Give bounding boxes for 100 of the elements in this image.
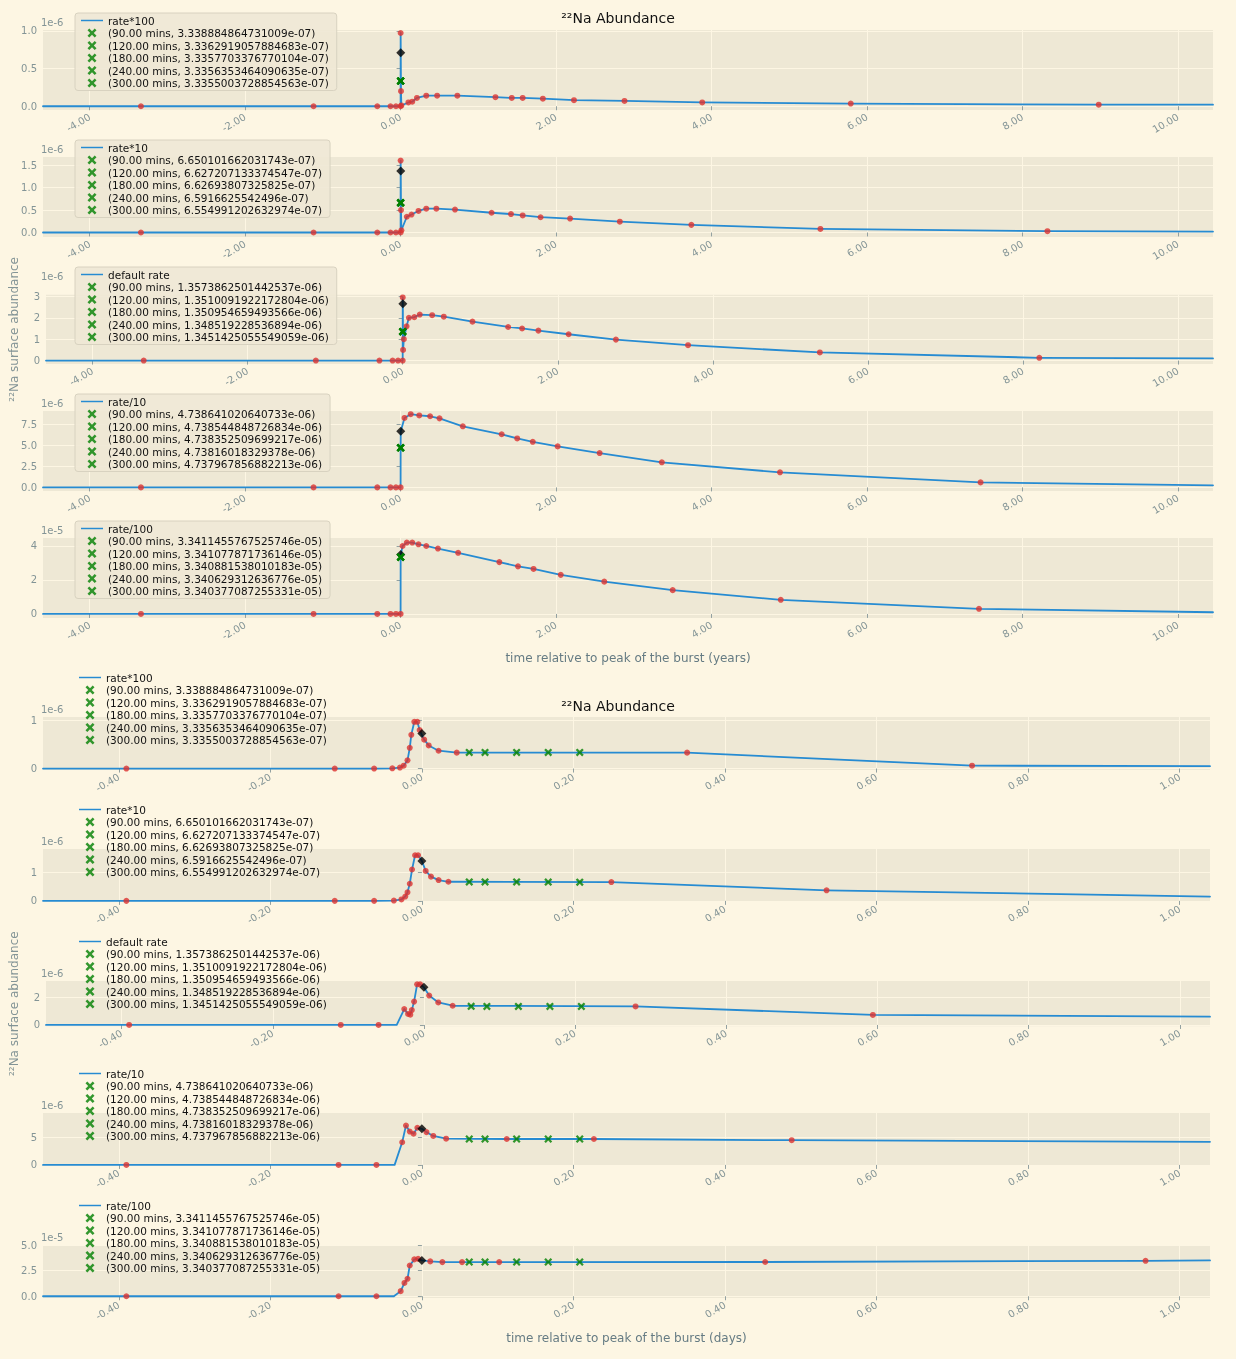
- x-tick-label: 8.00: [1000, 238, 1026, 259]
- x-tick-label: 0.00: [399, 903, 425, 924]
- x-tick-label: 0.00: [378, 111, 404, 132]
- x-tick-label: 6.00: [845, 619, 870, 640]
- legend-label: (180.00 mins, 4.738352509699217e-06): [106, 1105, 321, 1117]
- y-tick-label: 0: [33, 1019, 40, 1031]
- legend-label: (180.00 mins, 3.340881538010183e-05): [106, 1237, 321, 1249]
- legend-label: (240.00 mins, 1.348519228536894e-06): [106, 985, 321, 998]
- y-tick-label: 0: [33, 355, 40, 367]
- x-tick-label: 0.00: [378, 238, 404, 259]
- legend-label: (120.00 mins, 3.3362919057884683e-07): [108, 39, 329, 52]
- x-tick-label: 0.20: [551, 1167, 577, 1188]
- y-tick-label: 1.0: [21, 25, 37, 37]
- legend-label: (300.00 mins, 1.3451425055549059e-06): [106, 998, 327, 1010]
- x-tick-label: -2.00: [219, 111, 248, 134]
- x-tick-label: -4.00: [64, 492, 93, 515]
- x-tick-label: 0.00: [378, 619, 404, 640]
- legend-label: (120.00 mins, 6.627207133374547e-07): [106, 828, 321, 841]
- x-tick-label: 4.00: [689, 619, 715, 640]
- x-tick-label: 0.00: [378, 492, 404, 513]
- y-tick-label: 2: [33, 312, 40, 324]
- x-tick-label: 0.20: [551, 1299, 577, 1320]
- legend-label: (90.00 mins, 3.3411455767525746e-05): [108, 535, 323, 547]
- x-tick-label: 0.00: [401, 1027, 427, 1049]
- y-tick-label: 1.0: [21, 182, 37, 194]
- x-tick-label: 1.00: [1157, 1027, 1183, 1049]
- legend-label: (300.00 mins, 3.3355003728854563e-07): [108, 77, 329, 89]
- x-tick-label: -2.00: [219, 238, 248, 261]
- y-tick-label: 0.0: [21, 481, 37, 493]
- legend-label: (180.00 mins, 1.350954659493566e-06): [106, 973, 321, 985]
- x-axis-title: time relative to peak of the burst (days): [506, 1331, 747, 1345]
- legend-label: (240.00 mins, 6.5916625542496e-07): [108, 191, 309, 204]
- x-tick-label: 0.60: [855, 1027, 881, 1049]
- y-tick-label: 1: [30, 866, 37, 878]
- x-tick-label: 6.00: [845, 238, 870, 259]
- legend-label: (240.00 mins, 3.3356353464090635e-07): [106, 721, 327, 734]
- legend-label: (120.00 mins, 4.738544848726834e-06): [108, 420, 323, 433]
- x-tick-label: 2.00: [534, 492, 559, 513]
- x-tick-label: 0.00: [399, 1167, 425, 1188]
- x-tick-label: 1.00: [1157, 1167, 1183, 1188]
- legend-label: (240.00 mins, 1.348519228536894e-06): [108, 318, 323, 331]
- legend-label: (90.00 mins, 3.338884864731009e-07): [108, 27, 316, 39]
- legend-label: (120.00 mins, 1.3510091922172804e-06): [106, 960, 327, 973]
- chart-title: ²²Na Abundance: [561, 698, 675, 714]
- legend-label: (90.00 mins, 6.650101662031743e-07): [106, 816, 314, 828]
- legend-label: (180.00 mins, 3.340881538010183e-05): [108, 560, 323, 572]
- legend-label: rate*100: [106, 671, 153, 684]
- text: 1e-6: [41, 835, 64, 847]
- x-tick-label: -0.40: [93, 771, 122, 794]
- y-tick-label: 2.5: [21, 460, 37, 472]
- legend-label: (90.00 mins, 4.738641020640733e-06): [108, 408, 316, 420]
- legend-label: (90.00 mins, 4.738641020640733e-06): [106, 1080, 314, 1092]
- y-tick-label: 0.0: [21, 1290, 37, 1302]
- legend-label: default rate: [108, 268, 170, 281]
- x-tick-label: -4.00: [64, 238, 93, 261]
- text: 1e-5: [41, 1231, 64, 1243]
- legend-label: (120.00 mins, 6.627207133374547e-07): [108, 166, 323, 179]
- y-tick-label: 1.5: [21, 159, 37, 171]
- x-tick-label: -2.00: [219, 619, 248, 642]
- x-tick-label: 1.00: [1157, 771, 1183, 792]
- y-tick-label: 0: [30, 763, 37, 775]
- x-tick-label: 0.00: [399, 1299, 425, 1320]
- y-tick-label: 0: [30, 895, 37, 907]
- x-tick-label: -0.20: [245, 1299, 274, 1322]
- x-tick-label: -4.00: [67, 365, 96, 388]
- legend-label: (300.00 mins, 1.3451425055549059e-06): [108, 331, 329, 343]
- x-tick-label: -0.20: [245, 771, 274, 794]
- legend-label: (90.00 mins, 3.3411455767525746e-05): [106, 1212, 321, 1224]
- x-tick-label: 0.40: [704, 1027, 730, 1049]
- chart-title: ²²Na Abundance: [561, 10, 675, 26]
- y-tick-label: 0.0: [21, 100, 37, 112]
- text: 1e-6: [41, 16, 64, 28]
- x-tick-label: 6.00: [845, 365, 871, 386]
- x-tick-label: 8.00: [1000, 492, 1026, 513]
- x-tick-label: 0.40: [703, 1299, 728, 1320]
- x-tick-label: 2.00: [534, 238, 559, 259]
- text: 1e-6: [41, 397, 64, 409]
- x-tick-label: 6.00: [845, 111, 870, 132]
- x-tick-label: 0.80: [1006, 903, 1031, 924]
- x-tick-label: -2.00: [222, 365, 251, 388]
- legend-label: default rate: [106, 935, 168, 948]
- legend-label: (90.00 mins, 6.650101662031743e-07): [108, 154, 316, 166]
- legend-label: (240.00 mins, 3.340629312636776e-05): [106, 1249, 321, 1262]
- y-axis-title: ²²Na surface abundance: [7, 931, 21, 1076]
- x-tick-label: -0.40: [96, 1027, 125, 1051]
- x-tick-label: -0.40: [93, 903, 122, 926]
- legend-label: rate/100: [106, 1199, 151, 1212]
- y-tick-label: 0.5: [21, 62, 37, 74]
- x-tick-label: -0.20: [245, 903, 274, 926]
- legend-label: (240.00 mins, 6.5916625542496e-07): [106, 853, 307, 866]
- legend-label: rate/10: [108, 395, 147, 408]
- legend-label: rate/100: [108, 522, 153, 535]
- x-tick-label: -4.00: [64, 619, 93, 642]
- y-tick-label: 5.0: [21, 440, 37, 452]
- legend-label: (240.00 mins, 3.3356353464090635e-07): [108, 64, 329, 77]
- x-tick-label: 0.60: [854, 1299, 880, 1320]
- y-tick-label: 5.0: [21, 1239, 37, 1251]
- y-tick-label: 1: [33, 333, 40, 345]
- x-tick-label: 8.00: [1000, 111, 1026, 132]
- text: 1e-6: [41, 270, 64, 282]
